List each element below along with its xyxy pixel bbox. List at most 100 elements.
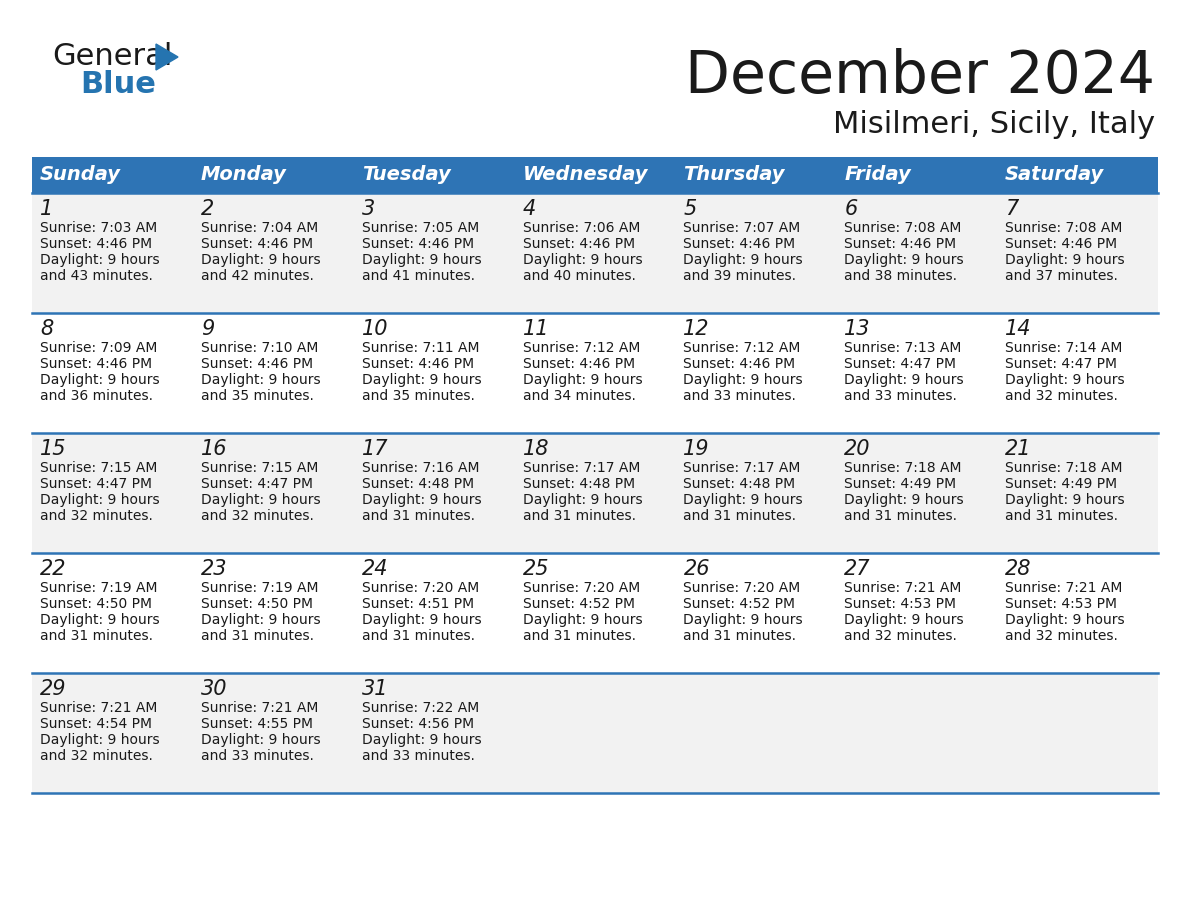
Bar: [32, 553, 192, 673]
Text: Daylight: 9 hours: Daylight: 9 hours: [523, 373, 643, 387]
Text: Wednesday: Wednesday: [523, 165, 649, 185]
Text: Sunset: 4:47 PM: Sunset: 4:47 PM: [1005, 357, 1117, 371]
Text: Sunrise: 7:15 AM: Sunrise: 7:15 AM: [40, 461, 157, 475]
Text: Daylight: 9 hours: Daylight: 9 hours: [361, 733, 481, 747]
Text: Daylight: 9 hours: Daylight: 9 hours: [1005, 373, 1125, 387]
Text: Daylight: 9 hours: Daylight: 9 hours: [845, 493, 963, 507]
Text: Sunrise: 7:14 AM: Sunrise: 7:14 AM: [1005, 341, 1123, 355]
Text: Daylight: 9 hours: Daylight: 9 hours: [683, 613, 803, 627]
Text: Daylight: 9 hours: Daylight: 9 hours: [40, 373, 159, 387]
Text: and 33 minutes.: and 33 minutes.: [361, 749, 474, 763]
Text: 12: 12: [683, 319, 710, 339]
Text: Daylight: 9 hours: Daylight: 9 hours: [361, 493, 481, 507]
Text: and 32 minutes.: and 32 minutes.: [1005, 629, 1118, 643]
Text: and 31 minutes.: and 31 minutes.: [523, 509, 636, 523]
Text: 24: 24: [361, 559, 388, 579]
Text: Sunset: 4:46 PM: Sunset: 4:46 PM: [683, 357, 796, 371]
Text: 8: 8: [40, 319, 53, 339]
Text: Sunset: 4:49 PM: Sunset: 4:49 PM: [1005, 477, 1117, 491]
Bar: [354, 673, 514, 793]
Text: Daylight: 9 hours: Daylight: 9 hours: [523, 253, 643, 267]
Text: 19: 19: [683, 439, 710, 459]
Text: December 2024: December 2024: [685, 48, 1155, 105]
Text: and 42 minutes.: and 42 minutes.: [201, 269, 314, 283]
Bar: [836, 313, 997, 433]
Bar: [836, 193, 997, 313]
Text: Sunset: 4:46 PM: Sunset: 4:46 PM: [40, 357, 152, 371]
Text: Sunrise: 7:21 AM: Sunrise: 7:21 AM: [40, 701, 157, 715]
Text: Tuesday: Tuesday: [361, 165, 450, 185]
Text: and 31 minutes.: and 31 minutes.: [683, 629, 796, 643]
Text: Sunset: 4:46 PM: Sunset: 4:46 PM: [523, 357, 634, 371]
Text: 6: 6: [845, 199, 858, 219]
Text: Sunrise: 7:21 AM: Sunrise: 7:21 AM: [845, 581, 961, 595]
Bar: [192, 553, 354, 673]
Bar: [676, 193, 836, 313]
Text: 20: 20: [845, 439, 871, 459]
Text: Sunset: 4:46 PM: Sunset: 4:46 PM: [201, 237, 312, 251]
Bar: [836, 433, 997, 553]
Text: and 31 minutes.: and 31 minutes.: [1005, 509, 1118, 523]
Bar: [514, 433, 676, 553]
Text: 16: 16: [201, 439, 227, 459]
Text: Sunrise: 7:22 AM: Sunrise: 7:22 AM: [361, 701, 479, 715]
Text: 3: 3: [361, 199, 375, 219]
Text: Sunset: 4:46 PM: Sunset: 4:46 PM: [845, 237, 956, 251]
Text: 7: 7: [1005, 199, 1018, 219]
Bar: [514, 157, 676, 193]
Text: Thursday: Thursday: [683, 165, 785, 185]
Text: Monday: Monday: [201, 165, 286, 185]
Text: and 32 minutes.: and 32 minutes.: [201, 509, 314, 523]
Text: Daylight: 9 hours: Daylight: 9 hours: [201, 733, 321, 747]
Text: and 33 minutes.: and 33 minutes.: [845, 389, 958, 403]
Text: 5: 5: [683, 199, 696, 219]
Text: and 31 minutes.: and 31 minutes.: [523, 629, 636, 643]
Bar: [192, 193, 354, 313]
Text: Daylight: 9 hours: Daylight: 9 hours: [683, 373, 803, 387]
Text: 18: 18: [523, 439, 549, 459]
Text: Sunset: 4:52 PM: Sunset: 4:52 PM: [683, 597, 796, 611]
Text: and 31 minutes.: and 31 minutes.: [683, 509, 796, 523]
Text: Sunset: 4:47 PM: Sunset: 4:47 PM: [201, 477, 312, 491]
Bar: [836, 553, 997, 673]
Text: Sunrise: 7:15 AM: Sunrise: 7:15 AM: [201, 461, 318, 475]
Text: Sunset: 4:55 PM: Sunset: 4:55 PM: [201, 717, 312, 731]
Text: Sunrise: 7:19 AM: Sunrise: 7:19 AM: [40, 581, 158, 595]
Text: Daylight: 9 hours: Daylight: 9 hours: [361, 253, 481, 267]
Bar: [32, 157, 192, 193]
Bar: [676, 433, 836, 553]
Text: Daylight: 9 hours: Daylight: 9 hours: [40, 253, 159, 267]
Bar: [32, 673, 192, 793]
Text: and 40 minutes.: and 40 minutes.: [523, 269, 636, 283]
Text: Daylight: 9 hours: Daylight: 9 hours: [845, 613, 963, 627]
Text: Sunset: 4:46 PM: Sunset: 4:46 PM: [683, 237, 796, 251]
Bar: [354, 193, 514, 313]
Text: Sunrise: 7:17 AM: Sunrise: 7:17 AM: [683, 461, 801, 475]
Text: Daylight: 9 hours: Daylight: 9 hours: [201, 373, 321, 387]
Text: Sunrise: 7:04 AM: Sunrise: 7:04 AM: [201, 221, 318, 235]
Text: Daylight: 9 hours: Daylight: 9 hours: [40, 733, 159, 747]
Text: Daylight: 9 hours: Daylight: 9 hours: [40, 613, 159, 627]
Text: 10: 10: [361, 319, 388, 339]
Bar: [514, 193, 676, 313]
Text: and 34 minutes.: and 34 minutes.: [523, 389, 636, 403]
Text: 31: 31: [361, 679, 388, 699]
Text: and 38 minutes.: and 38 minutes.: [845, 269, 958, 283]
Bar: [997, 673, 1158, 793]
Text: Daylight: 9 hours: Daylight: 9 hours: [361, 373, 481, 387]
Text: Sunrise: 7:08 AM: Sunrise: 7:08 AM: [845, 221, 961, 235]
Text: Sunrise: 7:10 AM: Sunrise: 7:10 AM: [201, 341, 318, 355]
Bar: [676, 673, 836, 793]
Bar: [192, 673, 354, 793]
Bar: [354, 433, 514, 553]
Bar: [354, 157, 514, 193]
Text: 13: 13: [845, 319, 871, 339]
Bar: [192, 433, 354, 553]
Text: Daylight: 9 hours: Daylight: 9 hours: [361, 613, 481, 627]
Text: Sunset: 4:54 PM: Sunset: 4:54 PM: [40, 717, 152, 731]
Text: Sunset: 4:50 PM: Sunset: 4:50 PM: [40, 597, 152, 611]
Text: Sunrise: 7:06 AM: Sunrise: 7:06 AM: [523, 221, 640, 235]
Text: 29: 29: [40, 679, 67, 699]
Text: 22: 22: [40, 559, 67, 579]
Text: 1: 1: [40, 199, 53, 219]
